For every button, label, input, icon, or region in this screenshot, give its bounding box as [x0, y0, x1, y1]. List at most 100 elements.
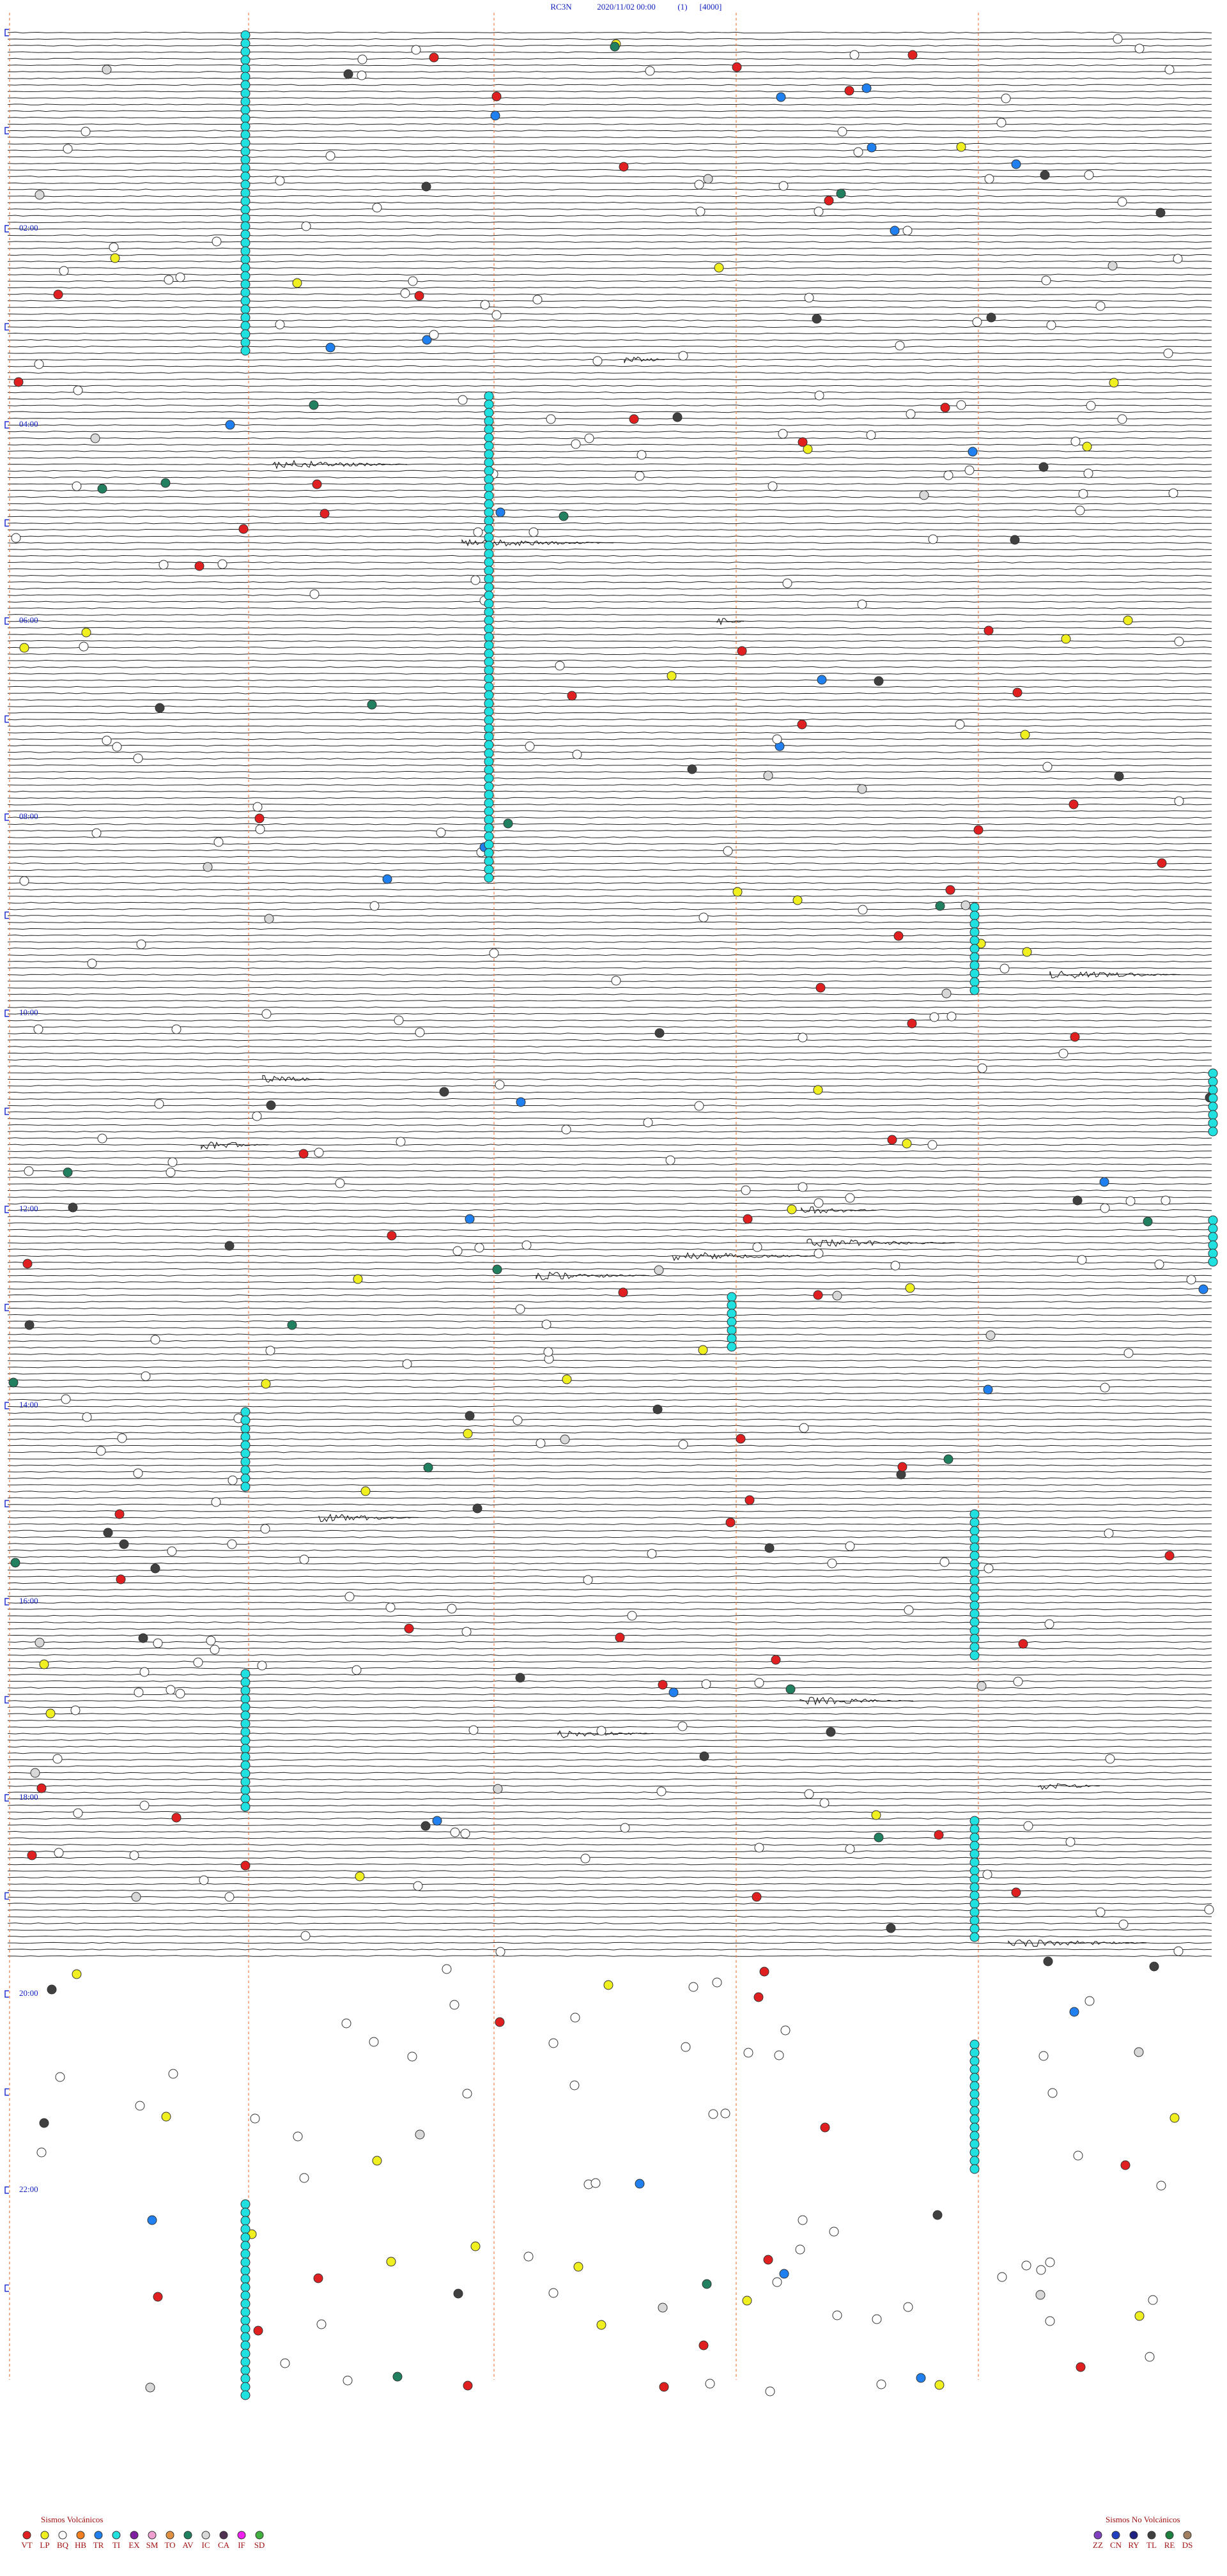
event-marker: [212, 236, 222, 247]
event-marker: [63, 1167, 73, 1177]
hour-bracket: [4, 225, 9, 233]
event-marker: [752, 1892, 762, 1902]
event-marker: [407, 2051, 417, 2062]
event-marker: [529, 527, 539, 537]
tremor-marker: [969, 1634, 980, 1644]
event-marker: [984, 174, 994, 184]
tremor-marker: [969, 1526, 980, 1536]
event-marker: [1123, 1348, 1134, 1358]
tremor-marker: [240, 196, 251, 206]
event-marker: [1095, 301, 1106, 311]
event-marker: [1105, 1754, 1115, 1764]
event-marker: [984, 1563, 994, 1574]
hour-bracket: [4, 2088, 9, 2096]
trace: [7, 574, 1212, 577]
trace: [7, 332, 1212, 335]
tremor-marker: [484, 524, 494, 534]
trace: [7, 974, 1212, 976]
trace: [7, 548, 1212, 551]
hour-bracket: [4, 617, 9, 625]
event-marker: [421, 1821, 431, 1831]
event-marker: [813, 1085, 823, 1095]
trace: [7, 1156, 1212, 1159]
event-marker: [79, 641, 89, 652]
tremor-marker: [969, 2164, 980, 2174]
tremor-marker: [240, 321, 251, 331]
trace: [7, 594, 1212, 596]
event-marker: [1023, 1821, 1033, 1831]
event-marker: [1021, 2260, 1031, 2271]
tremor-marker: [240, 138, 251, 148]
event-marker: [404, 1623, 414, 1634]
tremor-marker: [969, 960, 980, 970]
trace: [7, 64, 1212, 66]
event-marker: [1045, 2316, 1055, 2326]
trace: [7, 1759, 1212, 1761]
legend-swatch: [1093, 2531, 1102, 2540]
trace: [7, 1915, 1212, 1918]
legend-swatch: [183, 2531, 192, 2540]
event-marker: [1100, 1203, 1110, 1213]
event-marker: [309, 589, 320, 599]
tremor-marker: [240, 312, 251, 323]
trace: [7, 1392, 1212, 1395]
event-marker: [672, 412, 683, 422]
event-marker: [421, 181, 431, 192]
event-marker: [203, 862, 213, 872]
tremor-marker: [484, 873, 494, 883]
trace: [7, 1366, 1212, 1368]
event-marker: [812, 314, 822, 324]
time-label: 12:00: [19, 1204, 38, 1213]
trace: [7, 404, 1212, 407]
trace: [7, 1399, 1212, 1401]
event-marker: [10, 1558, 20, 1568]
trace: [7, 149, 1212, 151]
event-marker: [1134, 43, 1145, 54]
event-marker: [688, 1982, 698, 1992]
event-marker: [150, 1563, 160, 1574]
tremor-marker: [240, 2274, 251, 2284]
trace: [7, 300, 1212, 302]
trace: [7, 1483, 1212, 1486]
trace: [7, 391, 1212, 394]
legend-swatch: [58, 2531, 67, 2540]
trace: [7, 142, 1212, 145]
trace: [7, 273, 1212, 276]
event-marker: [136, 939, 146, 949]
event-marker: [1069, 799, 1079, 809]
event-marker: [637, 450, 647, 460]
event-marker: [275, 176, 285, 186]
event-marker: [503, 818, 513, 829]
trace: [7, 116, 1212, 119]
event-marker: [1084, 170, 1094, 180]
hour-bracket: [4, 1107, 9, 1116]
event-marker: [874, 676, 884, 686]
legend-label: SD: [254, 2540, 265, 2550]
event-marker: [837, 126, 847, 137]
time-label: 18:00: [19, 1792, 38, 1802]
tremor-marker: [240, 1710, 251, 1721]
trace: [7, 954, 1212, 956]
event-marker: [1073, 2150, 1083, 2161]
event-marker: [1061, 634, 1071, 644]
event-marker: [224, 1892, 235, 1902]
event-marker: [301, 221, 311, 231]
trace: [7, 673, 1212, 675]
trace: [7, 875, 1212, 878]
event-marker: [355, 1871, 365, 1882]
time-label: 04:00: [19, 419, 38, 429]
event-marker: [1086, 401, 1096, 411]
tremor-marker: [240, 55, 251, 65]
event-marker: [772, 734, 782, 744]
event-marker: [19, 876, 29, 886]
tremor-marker: [240, 1785, 251, 1795]
tremor-marker: [1208, 1118, 1218, 1128]
tremor-marker: [727, 1308, 737, 1319]
event-marker: [253, 2326, 263, 2336]
event-marker: [596, 2320, 606, 2330]
event-marker: [916, 2373, 926, 2383]
event-marker: [1036, 2265, 1046, 2275]
event-marker: [161, 2112, 171, 2122]
event-marker: [1117, 197, 1127, 207]
time-label: 02:00: [19, 223, 38, 233]
